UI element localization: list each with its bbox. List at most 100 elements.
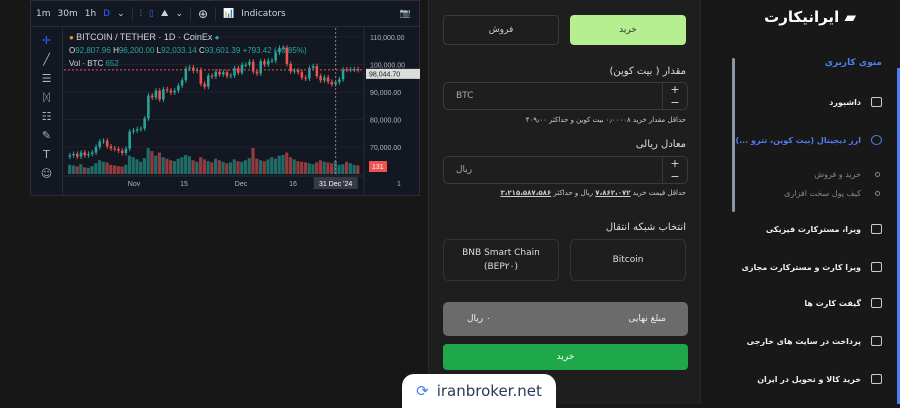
tradingview-chart[interactable]: 1m 30m 1h D ⌄ ⫶ ▯ ⛰ ⌄ ⊕ 📊 Indicators 📷 ✛…: [30, 0, 420, 196]
volume-bar: [180, 157, 184, 174]
network-label: انتخاب شبکه انتقال: [605, 222, 686, 233]
item-label: پرداخت در سایت های خارجی: [746, 336, 861, 346]
symbol-title: BITCOIN / TETHER · 1D · CoinEx: [76, 32, 213, 42]
chevron-down-icon[interactable]: ⌄: [175, 8, 183, 19]
volume-bar: [109, 164, 113, 174]
broker-logo-icon: ⟳: [416, 382, 429, 400]
menu-title: منوی کاربری: [824, 58, 882, 68]
x-tick-label: 15: [180, 181, 188, 188]
brush-icon[interactable]: ✎: [41, 129, 52, 142]
volume-bar: [240, 161, 244, 174]
subitem-hardware-wallet[interactable]: کیف پول سخت افزاری: [784, 189, 880, 198]
candle: [229, 75, 233, 77]
drawing-tools: ✛ ╱ ☰ ᛞ ☷ ✎ T ☺: [31, 28, 63, 196]
interval-30m[interactable]: 30m: [57, 8, 78, 19]
volume-bar: [307, 163, 311, 174]
candle: [147, 95, 150, 119]
logo-text: ایرانیکارت: [764, 8, 840, 26]
candle: [165, 89, 169, 91]
volume-bar: [356, 165, 360, 174]
y-tick-label: 80,000.00: [370, 118, 401, 125]
rial-input[interactable]: ریال + −: [443, 156, 688, 184]
candle: [83, 152, 87, 156]
x-tick-label: Nov: [128, 181, 141, 188]
area-style-icon[interactable]: ⛰: [160, 8, 169, 19]
btc-icon: ●: [69, 33, 74, 42]
box-icon: [871, 374, 882, 384]
sidebar-item-foreign-payment[interactable]: پرداخت در سایت های خارجی: [747, 336, 882, 346]
sidebar-item-physical-card[interactable]: ویزا، مسترکارت فیزیکی: [766, 224, 882, 234]
candle: [338, 79, 341, 83]
volume-bar: [135, 159, 139, 174]
candle: [158, 90, 161, 100]
volume-bar: [303, 162, 307, 174]
c-label: C: [198, 46, 205, 55]
volume-bar: [146, 148, 150, 174]
interval-d[interactable]: D: [103, 8, 111, 19]
buy-tab[interactable]: خرید: [570, 15, 686, 45]
amount-input[interactable]: BTC + −: [443, 82, 688, 110]
x-tick-label: 16: [289, 181, 297, 188]
candle: [199, 70, 203, 84]
candle: [102, 140, 105, 142]
scrollbar[interactable]: [732, 58, 735, 212]
fib-icon[interactable]: ☰: [41, 72, 52, 85]
dashboard-icon: [871, 97, 882, 107]
plus-icon[interactable]: +: [670, 83, 680, 96]
volume-bar: [326, 162, 330, 174]
candle: [98, 141, 101, 147]
minus-icon[interactable]: −: [670, 96, 680, 109]
candle: [311, 66, 315, 69]
minus-icon[interactable]: −: [670, 170, 680, 183]
subitem-buy-sell[interactable]: خرید و فروش: [814, 170, 880, 179]
network-bitcoin[interactable]: Bitcoin: [570, 239, 686, 281]
interval-1h[interactable]: 1h: [84, 8, 97, 19]
add-compare-icon[interactable]: ⊕: [197, 6, 209, 21]
chevron-down-icon[interactable]: ⌄: [117, 8, 125, 19]
crosshair-icon[interactable]: ✛: [41, 34, 52, 47]
prediction-icon[interactable]: ☷: [41, 110, 52, 123]
volume-bar: [221, 161, 225, 174]
sidebar-item-crypto[interactable]: ارز دیجیتال (بیت کوین، تترو ...): [735, 135, 882, 145]
candle: [281, 47, 285, 49]
pattern-icon[interactable]: ᛞ: [43, 91, 50, 104]
candle-style-icon[interactable]: ▯: [148, 8, 154, 19]
sidebar-item-gift-cards[interactable]: گیفت کارت ها: [804, 298, 882, 308]
item-label: داشبورد: [829, 97, 861, 107]
last-price-badge: [366, 68, 420, 79]
volume-bar: [199, 157, 203, 174]
sidebar-item-dashboard[interactable]: داشبورد: [829, 97, 882, 107]
plus-icon[interactable]: +: [670, 157, 680, 170]
interval-1m[interactable]: 1m: [36, 8, 51, 19]
volume-bar: [258, 160, 263, 174]
price-chart[interactable]: 110,000.00 100,000.00 90,000.00 80,000.00 70…: [64, 28, 420, 196]
candle: [109, 146, 113, 149]
indicators-button[interactable]: Indicators: [241, 8, 286, 19]
sidebar-item-goods[interactable]: خرید کالا و تحویل در ایران: [757, 374, 882, 384]
candle: [233, 68, 236, 76]
volume-badge-label: 131: [372, 164, 384, 171]
candle: [330, 81, 334, 85]
candle: [240, 64, 244, 73]
rial-hint: حداقل قیمت خرید ۷،۸۶۲،۰۷۲ ریال و حداکثر …: [500, 189, 686, 197]
submit-buy-button[interactable]: خرید: [443, 344, 688, 370]
volume-badge: [369, 161, 387, 172]
network-bnb[interactable]: BNB Smart Chain (BEP۲۰): [443, 239, 559, 281]
candle: [180, 80, 184, 86]
camera-icon[interactable]: 📷: [399, 8, 411, 19]
text-icon[interactable]: T: [43, 148, 50, 161]
more-icon[interactable]: ☺: [40, 167, 53, 180]
rial-label: معادل ریالی: [635, 139, 686, 150]
sidebar-item-virtual-card[interactable]: ویزا کارت و مسترکارت مجازی: [742, 262, 882, 272]
candle: [345, 69, 349, 71]
trendline-icon[interactable]: ╱: [43, 53, 50, 66]
candle: [203, 83, 206, 87]
candle: [255, 71, 259, 74]
volume-bar: [345, 161, 349, 174]
card-icon: [871, 262, 882, 272]
bar-style-icon[interactable]: ⫶: [139, 8, 142, 19]
volume-bar: [270, 157, 274, 174]
volume-bar: [176, 158, 180, 174]
sell-tab[interactable]: فروش: [443, 15, 559, 45]
h-label: H: [113, 46, 119, 55]
